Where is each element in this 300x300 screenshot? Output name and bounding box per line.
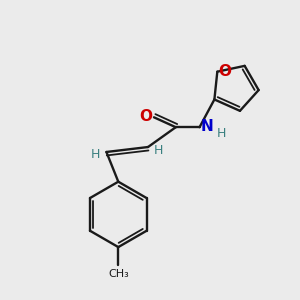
Text: O: O bbox=[219, 64, 232, 79]
Text: N: N bbox=[201, 119, 214, 134]
Text: CH₃: CH₃ bbox=[108, 269, 129, 279]
Text: H: H bbox=[91, 148, 100, 161]
Text: H: H bbox=[217, 127, 226, 140]
Text: H: H bbox=[154, 143, 164, 157]
Text: O: O bbox=[140, 109, 152, 124]
